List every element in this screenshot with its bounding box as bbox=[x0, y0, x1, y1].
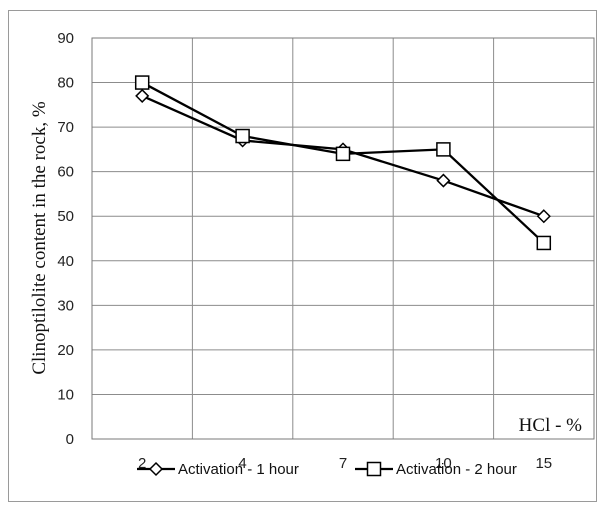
y-tick-label: 40 bbox=[57, 253, 74, 270]
square-marker bbox=[536, 235, 552, 251]
y-tick-label: 60 bbox=[57, 164, 74, 181]
diamond-marker bbox=[536, 209, 551, 224]
y-tick-labels: 0 10 20 30 40 50 60 70 80 90 bbox=[57, 30, 74, 448]
diamond-marker bbox=[148, 461, 164, 477]
x-tick-labels: 2 4 7 10 15 bbox=[138, 455, 552, 472]
legend-item-1: Activation - 1 hour bbox=[137, 461, 299, 478]
series-2 bbox=[134, 75, 552, 251]
x-tick-label: 4 bbox=[238, 455, 246, 472]
diamond-marker bbox=[135, 88, 150, 103]
legend-label: Activation - 2 hour bbox=[396, 461, 517, 478]
y-tick-label: 90 bbox=[57, 30, 74, 47]
y-axis-label: Clinoptilolite content in the rock, % bbox=[29, 101, 50, 375]
plot-border bbox=[91, 37, 595, 440]
plot-area bbox=[92, 38, 594, 439]
square-marker bbox=[366, 461, 382, 477]
gridlines bbox=[91, 37, 595, 440]
series-group bbox=[134, 75, 552, 251]
x-tick-label: 15 bbox=[535, 455, 552, 472]
y-tick-label: 20 bbox=[57, 342, 74, 359]
y-tick-label: 50 bbox=[57, 208, 74, 225]
square-marker bbox=[235, 128, 250, 144]
x-axis-label: HCl - % bbox=[519, 415, 583, 436]
diamond-marker bbox=[436, 173, 451, 188]
square-marker bbox=[436, 142, 451, 157]
legend-item-2: Activation - 2 hour bbox=[355, 461, 517, 478]
x-tick-label: 7 bbox=[339, 455, 347, 472]
square-marker bbox=[134, 75, 150, 90]
y-tick-label: 0 bbox=[66, 431, 74, 448]
y-tick-label: 70 bbox=[57, 119, 74, 136]
x-tick-label: 2 bbox=[138, 455, 146, 472]
y-tick-label: 10 bbox=[57, 386, 74, 403]
square-marker bbox=[335, 146, 351, 162]
y-tick-label: 80 bbox=[57, 75, 74, 92]
y-tick-label: 30 bbox=[57, 297, 74, 314]
legend: Activation - 1 hour Activation - 2 hour bbox=[137, 461, 517, 478]
legend-label: Activation - 1 hour bbox=[178, 461, 299, 478]
x-tick-label: 10 bbox=[435, 455, 452, 472]
